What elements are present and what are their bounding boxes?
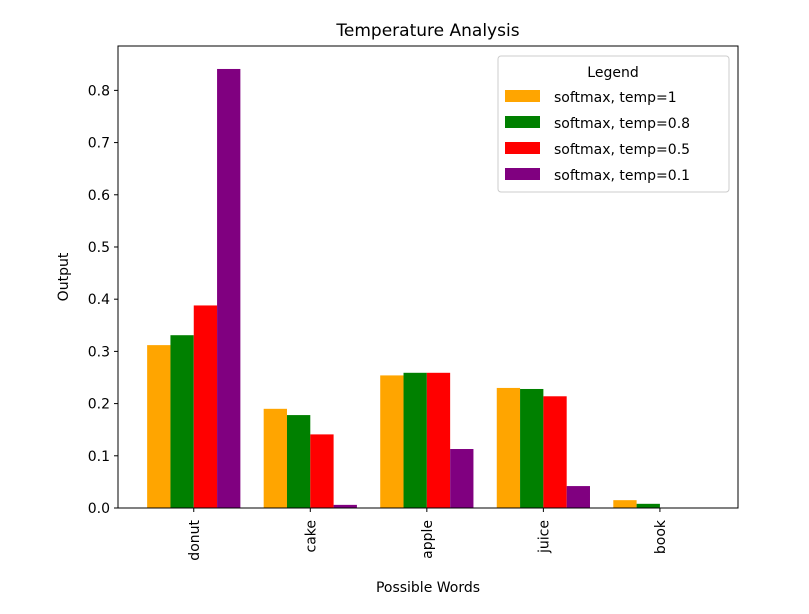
legend-label-0: softmax, temp=1 — [554, 90, 677, 106]
legend: Legend softmax, temp=1 softmax, temp=0.8 s… — [498, 56, 729, 192]
bar-cake-series-2 — [310, 434, 333, 508]
y-tick-label: 0.5 — [88, 240, 110, 256]
x-axis-label: Possible Words — [376, 580, 480, 596]
bar-cake-series-1 — [287, 415, 310, 508]
bar-apple-series-0 — [380, 375, 403, 508]
legend-swatch-0 — [505, 90, 540, 102]
bar-juice-series-0 — [497, 388, 520, 508]
legend-swatch-2 — [505, 142, 540, 154]
legend-label-1: softmax, temp=0.8 — [554, 116, 690, 132]
bar-juice-series-2 — [543, 396, 566, 508]
bar-donut-series-1 — [170, 335, 193, 508]
chart-title: Temperature Analysis — [335, 21, 519, 41]
y-tick-label: 0.8 — [88, 83, 110, 99]
legend-label-3: softmax, temp=0.1 — [554, 168, 690, 184]
legend-title: Legend — [587, 65, 638, 81]
y-tick-label: 0.7 — [88, 136, 110, 152]
y-tick-label: 0.1 — [88, 449, 110, 465]
bar-book-series-1 — [637, 504, 660, 508]
x-tick-label-apple: apple — [420, 520, 436, 559]
y-tick-label: 0.4 — [88, 292, 110, 308]
x-tick-label-cake: cake — [303, 520, 319, 553]
y-axis-label: Output — [56, 252, 72, 301]
legend-swatch-3 — [505, 168, 540, 180]
bar-apple-series-1 — [404, 373, 427, 508]
bar-apple-series-3 — [450, 449, 473, 508]
bar-cake-series-0 — [264, 409, 287, 508]
bar-donut-series-0 — [147, 345, 170, 508]
bar-apple-series-2 — [427, 373, 450, 508]
bar-donut-series-3 — [217, 69, 240, 508]
y-tick-label: 0.6 — [88, 188, 110, 204]
x-tick-label-donut: donut — [187, 519, 203, 560]
bar-juice-series-3 — [567, 486, 590, 508]
y-tick-label: 0.0 — [88, 501, 110, 517]
x-tick-label-book: book — [653, 519, 669, 554]
legend-swatch-1 — [505, 116, 540, 128]
y-tick-label: 0.2 — [88, 397, 110, 413]
bar-juice-series-1 — [520, 389, 543, 508]
bar-donut-series-2 — [194, 305, 217, 508]
legend-label-2: softmax, temp=0.5 — [554, 142, 690, 158]
x-tick-label-juice: juice — [536, 520, 552, 554]
bar-book-series-0 — [613, 500, 636, 508]
y-tick-label: 0.3 — [88, 344, 110, 360]
